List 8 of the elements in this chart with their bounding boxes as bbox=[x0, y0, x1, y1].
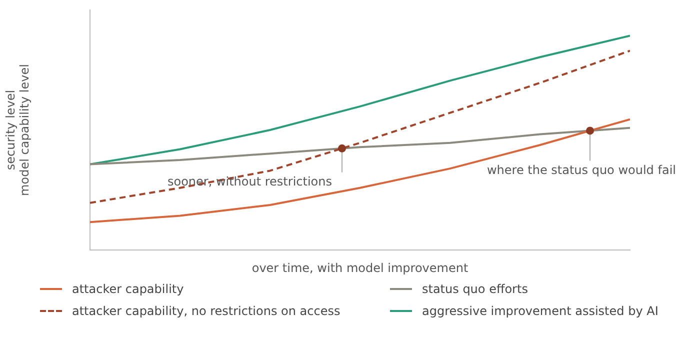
x-axis-title: over time, with model improvement bbox=[252, 260, 468, 275]
annotation: where the status quo would fail bbox=[486, 162, 676, 177]
y-axis-title: security level model capability level bbox=[3, 64, 32, 196]
legend-label: status quo efforts bbox=[422, 282, 528, 296]
legend-label: attacker capability, no restrictions on access bbox=[72, 304, 340, 318]
annotation: sooner, without restrictions bbox=[167, 174, 332, 189]
legend-label: attacker capability bbox=[72, 282, 184, 296]
legend-label: aggressive improvement assisted by AI bbox=[422, 304, 658, 318]
